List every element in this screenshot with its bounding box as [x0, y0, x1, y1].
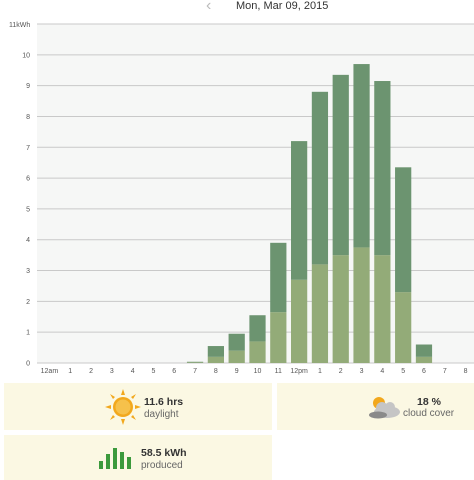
bar-segment — [186, 362, 204, 363]
cloud-cover-value: 18 % — [417, 396, 441, 408]
x-tick-label: 10 — [254, 368, 262, 375]
bar-segment — [374, 81, 391, 256]
x-tick-label: 8 — [464, 368, 468, 375]
bar-segment — [332, 255, 349, 363]
y-tick-label: 10 — [22, 52, 30, 59]
bar-segment — [311, 91, 329, 265]
x-tick-label: 5 — [401, 368, 405, 375]
bar-segment — [270, 312, 287, 363]
y-unit-label: 11kWh — [9, 22, 30, 29]
y-tick-label: 4 — [26, 237, 30, 244]
bar-segment — [207, 356, 224, 363]
x-tick-label: 4 — [380, 368, 384, 375]
date-header: ‹ Mon, Mar 09, 2015 — [0, 0, 474, 18]
x-tick-label: 12pm — [290, 368, 308, 375]
chevron-left-icon[interactable]: ‹ — [206, 0, 212, 14]
produced-card: 58.5 kWh produced — [4, 435, 272, 480]
x-tick-label: 4 — [131, 368, 135, 375]
daylight-label: daylight — [144, 409, 179, 420]
sun-icon — [105, 389, 141, 425]
bar-segment — [311, 264, 329, 363]
x-tick-label: 2 — [89, 368, 93, 375]
y-tick-label: 5 — [26, 206, 30, 213]
y-tick-label: 0 — [26, 361, 30, 368]
produced-value: 58.5 kWh — [141, 447, 187, 459]
daylight-card: 11.6 hrs daylight — [4, 383, 272, 430]
date-title: Mon, Mar 09, 2015 — [236, 0, 329, 12]
bar-segment — [228, 350, 245, 363]
y-tick-label: 2 — [26, 299, 30, 306]
bar-segment — [249, 341, 266, 363]
x-tick-label: 1 — [68, 368, 72, 375]
bar-segment — [270, 242, 287, 313]
bar-segment — [207, 346, 224, 357]
x-tick-label: 7 — [193, 368, 197, 375]
cloud-sun-icon — [369, 397, 400, 419]
x-tick-label: 2 — [339, 368, 343, 375]
cloud-cover-label: cloud cover — [403, 408, 455, 419]
x-tick-label: 5 — [151, 368, 155, 375]
y-tick-label: 8 — [26, 114, 30, 121]
bar-segment — [249, 315, 266, 342]
y-tick-label: 3 — [26, 268, 30, 275]
bar-segment — [353, 247, 370, 363]
x-tick-label: 8 — [214, 368, 218, 375]
bar-segment — [291, 141, 308, 280]
bar-segment — [395, 167, 412, 293]
y-tick-label: 6 — [26, 176, 30, 183]
bar-segment — [291, 279, 308, 363]
y-tick-label: 9 — [26, 83, 30, 90]
bar-segment — [374, 255, 391, 363]
bar-segment — [395, 292, 412, 363]
x-tick-label: 6 — [172, 368, 176, 375]
bar-segment — [186, 361, 204, 363]
y-tick-label: 1 — [26, 330, 30, 337]
x-tick-label: 6 — [422, 368, 426, 375]
energy-chart: 12am 1 2 3 4 5 6 7 8 9 10 11 12pm 1 2 3 4 5 6 7 8 0 1 2 3 4 5 6 7 8 9… — [9, 22, 474, 375]
cloud-cover-card: 18 % cloud cover — [277, 383, 474, 430]
x-tick-label: 1 — [318, 368, 322, 375]
bar-segment — [353, 64, 370, 248]
bar-segment — [415, 344, 433, 357]
y-tick-label: 7 — [26, 145, 30, 152]
x-tick-label: 3 — [110, 368, 114, 375]
bar-segment — [415, 356, 433, 363]
daylight-value: 11.6 hrs — [144, 396, 184, 408]
bar-chart-icon — [99, 448, 131, 469]
x-tick-label: 9 — [235, 368, 239, 375]
x-tick-label: 11 — [275, 368, 282, 375]
x-tick-label: 7 — [443, 368, 447, 375]
produced-label: produced — [141, 460, 183, 471]
x-tick-label: 3 — [360, 368, 364, 375]
bar-segment — [228, 333, 245, 351]
x-tick-label: 12am — [41, 368, 59, 375]
bar-segment — [332, 74, 349, 256]
